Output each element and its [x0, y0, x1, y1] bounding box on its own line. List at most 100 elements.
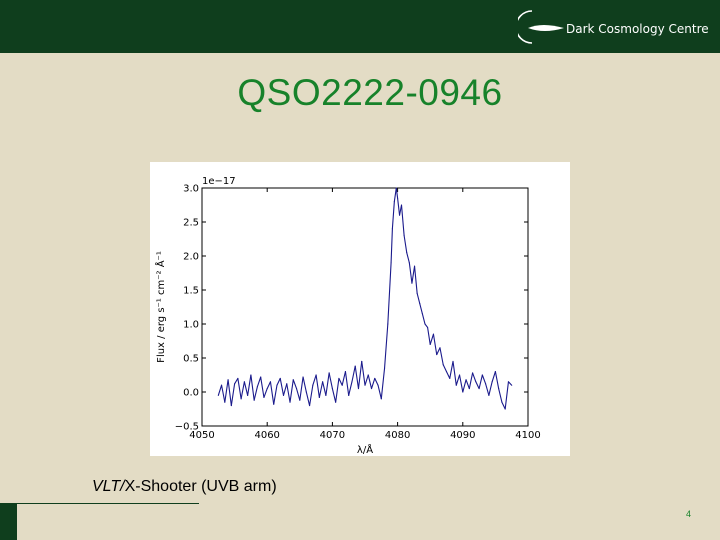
slide-title: QSO2222-0946: [237, 72, 503, 113]
spectrum-line-segment: [494, 371, 500, 390]
spectrum-line-segment: [328, 372, 333, 390]
spectrum-line-segment: [414, 265, 418, 294]
y-tick-label: 3.0: [183, 184, 199, 195]
spectrum-line-segment: [357, 360, 363, 390]
x-axis-label: λ/Å: [357, 443, 373, 456]
spectrum-line-segment: [286, 383, 291, 403]
spectrum-line-segment: [318, 381, 324, 398]
spectrum-figure: 4050 4060 4070 4080 4090 4100 −0.5 0.0 0.5 1.0 1.5…: [150, 162, 570, 456]
spectrum-line-segment: [230, 383, 236, 407]
header-bar: [0, 0, 720, 53]
spectrum-line-segment: [240, 381, 245, 400]
spectrum-line-segment: [491, 371, 496, 383]
spectrum-line-segment: [411, 265, 416, 284]
spectrum-line-segment: [282, 383, 288, 396]
spectrum-line-segment: [322, 381, 327, 396]
spectrum-line-segment: [462, 379, 467, 393]
spectrum-line-segment: [263, 388, 268, 398]
plot-frame: [201, 187, 529, 427]
x-tick-label: 4060: [254, 430, 279, 441]
spectrum-line-segment: [279, 377, 285, 396]
spectrum-line-segment: [380, 367, 386, 400]
spectrum-line-segment: [429, 333, 435, 345]
spectrum-line-segment: [452, 360, 457, 386]
spectrum-line-segment: [305, 391, 311, 407]
spectrum-line-segment: [504, 381, 509, 410]
spectrum-line-segment: [501, 401, 506, 410]
spectrum-line-segment: [377, 384, 382, 400]
spectrum-line-segment: [253, 386, 258, 401]
spectrum-line-segment: [391, 201, 395, 230]
x-tick-label: 4090: [450, 430, 475, 441]
spectrum-line-segment: [498, 388, 503, 403]
spectrum-line-segment: [348, 381, 353, 396]
dark-cosmology-centre-logo: Dark Cosmology Centre: [518, 8, 718, 48]
spectrum-line-segment: [397, 197, 401, 216]
spectrum-line-segment: [442, 364, 448, 373]
x-tick-label: 4080: [385, 430, 410, 441]
y-tick-label: 0.5: [183, 354, 199, 365]
spectrum-line-segment: [302, 376, 307, 393]
spectrum-line-segment: [424, 323, 429, 328]
spectrum-line-segment: [341, 371, 346, 386]
caption-instrument-prefix: VLT/: [92, 478, 125, 495]
spectrum-line-segment: [400, 204, 405, 237]
spectrum-line-segment: [315, 374, 320, 398]
y-tick-label: 1.0: [183, 320, 199, 331]
caption-instrument: X-Shooter (UVB arm): [124, 478, 277, 495]
spectrum-line-segment: [393, 187, 397, 203]
spectrum-line-segment: [273, 384, 278, 405]
spectrum-line-segment: [309, 384, 314, 407]
spectrum-line-segment: [234, 377, 239, 385]
spectrum-line-segment: [344, 371, 350, 396]
y-tick-label: 1.5: [183, 286, 199, 297]
y-tick-label: 2.5: [183, 218, 199, 229]
logo-text: Dark Cosmology Centre: [566, 22, 709, 36]
spectrum-line-segment: [325, 372, 330, 396]
spectrum-line-segment: [390, 228, 393, 264]
y-axis-label: Flux / erg s⁻¹ cm⁻² Å⁻¹: [154, 251, 167, 363]
spectrum-line-segment: [224, 379, 229, 403]
spectrum-line-segment: [292, 379, 298, 390]
spectrum-line-segment: [354, 365, 360, 390]
spectrum-line-segment: [299, 376, 304, 401]
spectrum-line-segment: [243, 381, 249, 396]
figure-caption: VLT/X-Shooter (UVB arm): [92, 478, 277, 496]
spectrum-line-segment: [416, 292, 421, 305]
spectrum-line-segment: [507, 381, 513, 386]
y-tick-label: 2.0: [183, 252, 199, 263]
spectrum-line-segment: [387, 262, 392, 325]
spectrum-line-segment: [227, 379, 232, 407]
spectrum-line-segment: [403, 235, 408, 254]
spectrum-line-segment: [374, 377, 379, 386]
spectrum-line-segment: [276, 377, 281, 386]
spectrum-line-segment: [384, 323, 389, 369]
footer-divider: [17, 503, 199, 504]
spectrum-line-segment: [485, 383, 490, 396]
spectrum-line-segment: [436, 347, 441, 356]
spectrum-line-segment: [455, 374, 461, 386]
spectrum-chart: 4050 4060 4070 4080 4090 4100 −0.5 0.0 0.5 1.0 1.5…: [154, 176, 541, 456]
spectrum-line-segment: [361, 360, 366, 386]
spectrum-line-segment: [260, 376, 265, 398]
spectrum-line-segment: [217, 384, 223, 396]
spectrum-line-segment: [406, 252, 410, 264]
spectrum-line-segment: [256, 376, 262, 388]
y-tick-label: −0.5: [175, 422, 199, 433]
spectrum-line-segment: [395, 187, 399, 199]
spectrum-line-segment: [465, 379, 470, 390]
spectrum-line-segment: [432, 333, 438, 356]
spectrum-line-segment: [468, 372, 474, 390]
spectrum-line-segment: [331, 388, 337, 403]
spectrum-line-segment: [427, 326, 431, 345]
spectrum-line-segment: [481, 374, 487, 385]
y-offset-label: 1e−17: [202, 176, 236, 187]
x-tick-label: 4100: [515, 430, 540, 441]
spectrum-line-segment: [475, 381, 480, 390]
x-tick-label: 4070: [320, 430, 345, 441]
spectrum-line-segment: [367, 374, 373, 390]
spectrum-line-segment: [419, 303, 423, 315]
page-number: 4: [686, 509, 692, 519]
x-tick-label: 4050: [189, 430, 214, 441]
spectrum-line-segment: [351, 365, 356, 383]
